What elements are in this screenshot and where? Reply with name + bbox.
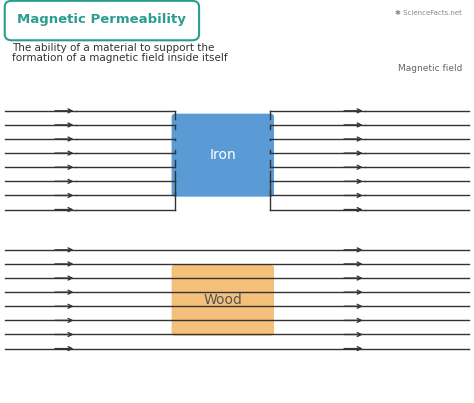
FancyBboxPatch shape xyxy=(172,114,274,197)
Text: The ability of a material to support the: The ability of a material to support the xyxy=(12,44,214,53)
Text: Magnetic Permeability: Magnetic Permeability xyxy=(17,13,185,26)
Text: formation of a magnetic field inside itself: formation of a magnetic field inside its… xyxy=(12,53,228,62)
Text: Iron: Iron xyxy=(210,148,236,162)
Text: ✱ ScienceFacts.net: ✱ ScienceFacts.net xyxy=(395,10,462,16)
Text: Wood: Wood xyxy=(203,293,242,307)
Text: Magnetic field: Magnetic field xyxy=(398,64,462,73)
FancyBboxPatch shape xyxy=(172,265,274,336)
FancyBboxPatch shape xyxy=(5,1,199,40)
